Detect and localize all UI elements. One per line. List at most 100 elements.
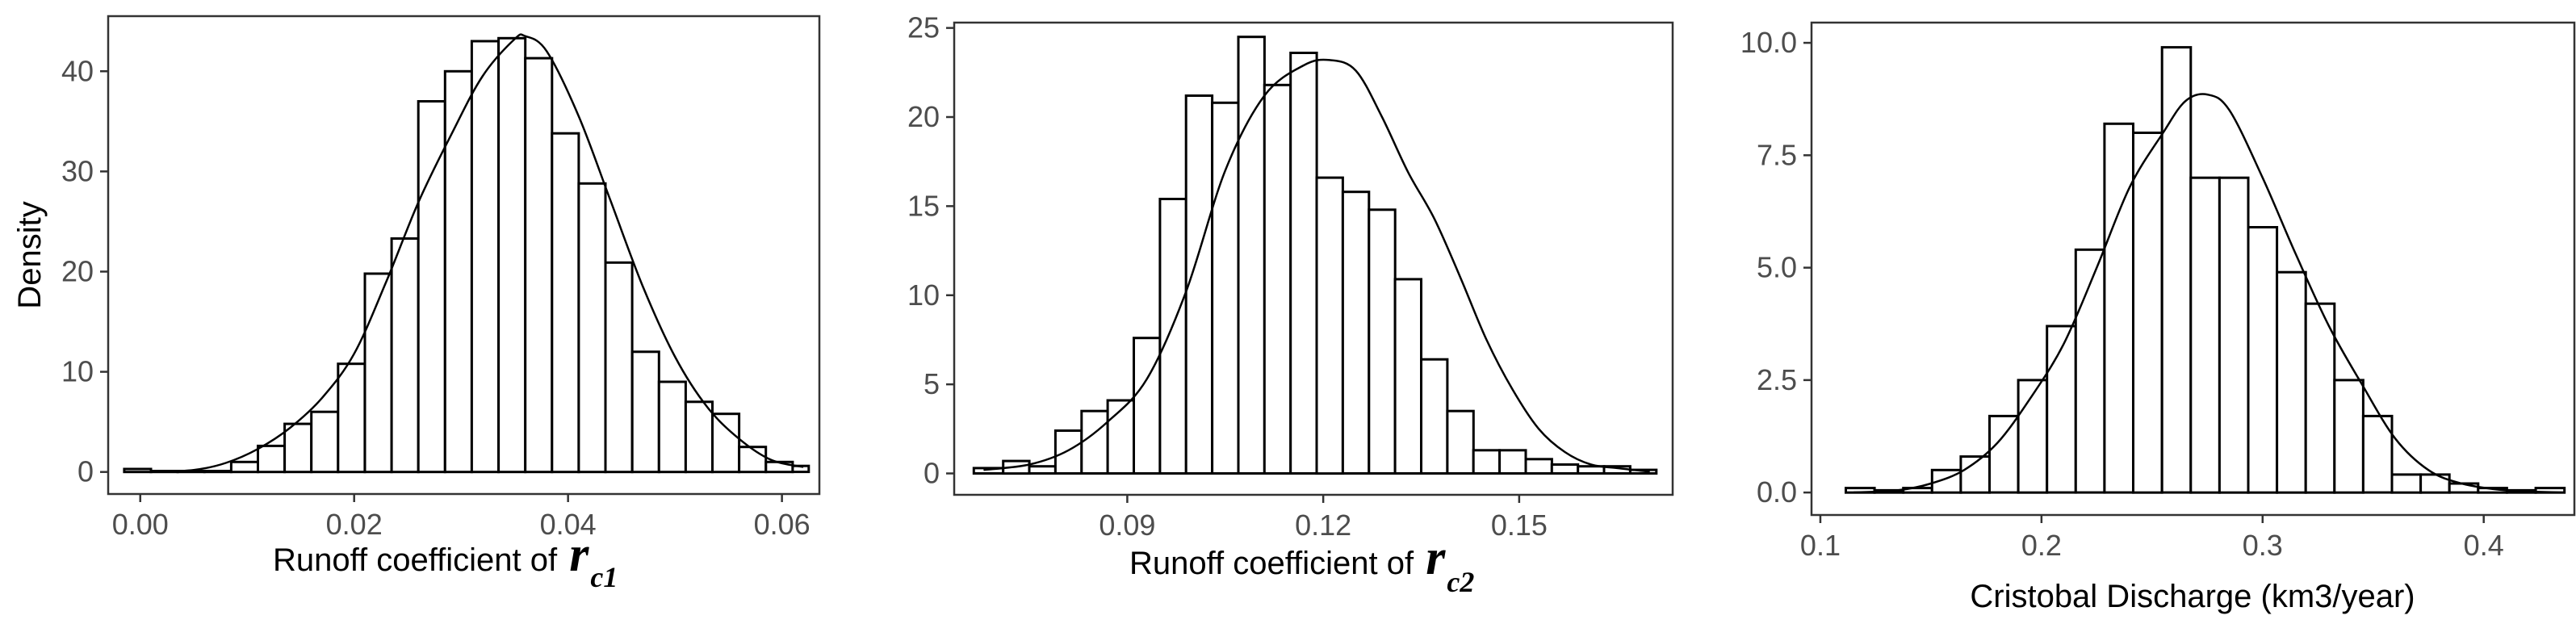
y-tick-label: 10 (907, 278, 940, 312)
y-tick-label: 0.0 (1757, 475, 1797, 509)
histogram-bar (1315, 176, 1344, 475)
y-tick-label: 0 (924, 457, 940, 490)
y-tick-label: 10 (61, 355, 94, 388)
histogram-bar (229, 460, 259, 474)
x-axis-ticks: 0.09 0.12 0.15 (1099, 495, 1548, 542)
histogram-bar (2046, 324, 2077, 494)
y-tick-label: 10.0 (1740, 26, 1797, 59)
x-tick-label: 0.3 (2243, 529, 2283, 562)
histogram-bar (1988, 414, 2020, 494)
histogram-bar (2218, 176, 2250, 494)
density-curve (983, 58, 1650, 473)
histogram-bar (1550, 463, 1580, 475)
histogram-bar (630, 350, 660, 474)
histogram-bar (2189, 176, 2221, 494)
histogram-bar (1498, 449, 1527, 475)
x-tick-label: 0.4 (2464, 529, 2504, 562)
histogram-bar (1289, 52, 1318, 475)
histogram-bar (2074, 248, 2106, 494)
histogram-bar (711, 412, 741, 474)
histogram-bar (1028, 465, 1057, 475)
x-axis-ticks: 0.00 0.02 0.04 0.06 (112, 494, 810, 541)
density-curve (1853, 93, 2561, 494)
x-axis-title: Runoff coefficient of rc2 (1129, 530, 1474, 598)
y-tick-label: 0 (77, 455, 94, 488)
histogram-bar (417, 100, 446, 474)
histogram-bar (2390, 473, 2423, 494)
histogram-bar (1053, 429, 1083, 475)
histogram-bar (2276, 270, 2307, 494)
x-tick-label: 0.2 (2021, 529, 2062, 562)
y-axis-title: Density (12, 201, 48, 308)
histogram-bar (1393, 278, 1422, 475)
histogram-bar (577, 182, 607, 474)
histogram-bar (1472, 449, 1502, 475)
x-tick-label: 0.09 (1099, 509, 1155, 542)
histogram-panel-rc2: 0.09 0.12 0.15 0 5 10 15 20 25 Runoff coefficie… (907, 11, 1674, 598)
histogram-bar (2333, 379, 2364, 494)
histogram-bar (2017, 379, 2049, 494)
y-tick-label: 30 (61, 154, 94, 187)
histogram-bar (657, 380, 687, 474)
y-tick-label: 25 (907, 11, 940, 44)
histogram-bar (1133, 337, 1162, 475)
histogram-bar (337, 362, 367, 474)
histogram-bar (2247, 226, 2279, 494)
y-tick-label: 20 (907, 100, 940, 133)
histogram-bars (972, 36, 1658, 475)
histogram-bar (470, 40, 501, 474)
y-tick-label: 40 (61, 54, 94, 87)
plot-area-border (1810, 21, 2576, 517)
plot-area-border (953, 21, 1674, 496)
histogram-bar (2419, 473, 2451, 494)
histogram-bar (524, 57, 554, 474)
y-tick-label: 5.0 (1757, 251, 1797, 284)
y-axis-ticks: 0 10 20 30 40 (61, 54, 108, 488)
density-curve (150, 33, 804, 473)
x-tick-label: 0.02 (326, 508, 383, 541)
histogram-bar (2361, 414, 2394, 494)
y-axis-ticks: 0 5 10 15 20 25 (907, 11, 954, 490)
histogram-bar (1211, 101, 1240, 475)
x-tick-label: 0.04 (540, 508, 597, 541)
histogram-bar (1368, 208, 1397, 475)
histogram-bar (1184, 94, 1214, 475)
histogram-bar (1446, 409, 1475, 475)
histogram-panel-discharge: 0.1 0.2 0.3 0.4 0.0 2.5 5.0 7.5 10.0 Cristobal … (1740, 21, 2576, 614)
histogram-bar (283, 422, 313, 474)
histogram-bar (1080, 409, 1109, 475)
x-tick-label: 0.06 (754, 508, 810, 541)
histogram-bar (604, 261, 634, 474)
y-tick-label: 20 (61, 254, 94, 287)
histogram-bars (123, 36, 810, 474)
histogram-bar (123, 467, 153, 474)
histogram-bar (1524, 458, 1553, 475)
x-tick-label: 0.00 (112, 508, 169, 541)
x-tick-label: 0.15 (1491, 509, 1548, 542)
histogram-bar (2160, 46, 2193, 494)
histogram-bar (1420, 358, 1449, 475)
y-tick-label: 7.5 (1757, 138, 1797, 171)
histogram-bar (497, 36, 527, 474)
x-axis-title: Runoff coefficient of rc1 (273, 527, 618, 593)
histogram-bar (1263, 83, 1292, 475)
y-axis-ticks: 0.0 2.5 5.0 7.5 10.0 (1740, 26, 1812, 509)
histogram-bar (310, 410, 340, 474)
histogram-bar (684, 400, 714, 474)
histogram-panel-rc1: 0.00 0.02 0.04 0.06 0 10 20 30 40 Density Runof… (12, 15, 821, 593)
histogram-bar (443, 69, 473, 474)
x-tick-label: 0.1 (1800, 529, 1841, 562)
histogram-bar (363, 272, 393, 474)
histogram-bar (1158, 198, 1187, 475)
histogram-bar (2304, 302, 2336, 494)
histogram-bar (2103, 122, 2134, 494)
y-tick-label: 15 (907, 189, 940, 222)
histogram-bar (203, 470, 232, 474)
histogram-bar (390, 237, 420, 474)
histogram-bar (551, 132, 580, 474)
x-axis-title: Cristobal Discharge (km3/year) (1970, 579, 2415, 614)
y-tick-label: 2.5 (1757, 363, 1797, 396)
histogram-bar (1341, 190, 1371, 475)
histogram-bar (738, 446, 768, 474)
